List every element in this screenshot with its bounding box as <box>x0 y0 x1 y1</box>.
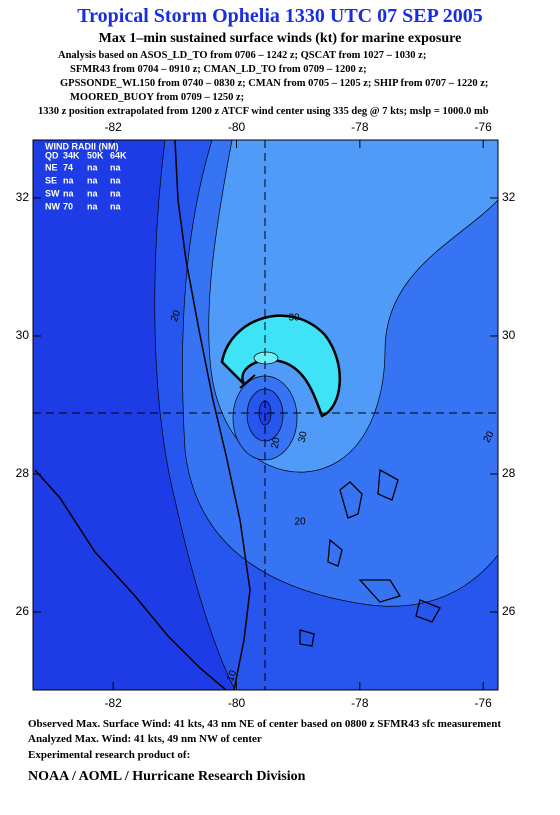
x-tick-label: -80 <box>228 120 246 134</box>
y-tick-label: 26 <box>16 604 30 618</box>
radii-cell: na <box>110 188 121 198</box>
plot-frame <box>32 139 499 691</box>
contour-label: 30 <box>288 313 300 324</box>
y-tick-label: 32 <box>16 190 30 204</box>
y-tick-label: 30 <box>502 328 516 342</box>
analysis-line: SFMR43 from 0704 – 0910 z; CMAN_LD_TO fr… <box>70 64 367 75</box>
x-tick-label: -76 <box>475 120 493 134</box>
credit: NOAA / AOML / Hurricane Research Divisio… <box>28 769 306 784</box>
y-tick-label: 30 <box>16 328 30 342</box>
radii-cell: na <box>110 175 121 185</box>
radii-cell: na <box>87 162 98 172</box>
radii-header: 50K <box>87 150 104 160</box>
analysis-line: GPSSONDE_WL150 from 0740 – 0830 z; CMAN … <box>60 78 488 89</box>
contour-label: 20 <box>270 436 283 449</box>
y-tick-label: 28 <box>16 466 30 480</box>
analysis-line: MOORED_BUOY from 0709 – 1250 z; <box>70 92 244 103</box>
radii-cell: SE <box>45 175 57 185</box>
radii-title: WIND RADII (NM) <box>45 141 119 151</box>
contour-label: 10 <box>225 669 239 684</box>
footer-line: Observed Max. Surface Wind: 41 kts, 43 n… <box>28 718 501 730</box>
x-tick-label: -82 <box>105 696 123 710</box>
radii-cell: na <box>63 175 74 185</box>
radii-cell: na <box>63 188 74 198</box>
radii-cell: 70 <box>63 201 73 211</box>
radii-header: 34K <box>63 150 80 160</box>
wind-field <box>33 140 498 690</box>
radii-cell: na <box>87 188 98 198</box>
radii-header: QD <box>45 150 59 160</box>
contour-label: 20 <box>482 429 497 445</box>
x-tick-label: -82 <box>105 120 123 134</box>
x-tick-label: -80 <box>228 696 246 710</box>
radii-header: 64K <box>110 150 127 160</box>
radii-cell: NW <box>45 201 60 211</box>
y-tick-label: 28 <box>502 466 516 480</box>
radii-cell: na <box>87 201 98 211</box>
subtitle: Max 1–min sustained surface winds (kt) f… <box>99 31 462 46</box>
contour-label: 30 <box>297 430 310 443</box>
radii-cell: SW <box>45 188 60 198</box>
radii-cell: na <box>87 175 98 185</box>
y-tick-label: 26 <box>502 604 516 618</box>
y-tick-label: 32 <box>502 190 516 204</box>
position-note: 1330 z position extrapolated from 1200 z… <box>38 106 489 117</box>
title: Tropical Storm Ophelia 1330 UTC 07 SEP 2… <box>77 5 482 27</box>
x-tick-label: -78 <box>351 696 369 710</box>
footer-line: Analyzed Max. Wind: 41 kts, 49 nm NW of … <box>28 733 262 745</box>
radii-cell: 74 <box>63 162 73 172</box>
radii-cell: na <box>110 162 121 172</box>
contour-label: 20 <box>169 309 183 324</box>
x-tick-label: -76 <box>475 696 493 710</box>
x-tick-label: -78 <box>351 120 369 134</box>
footer-line: Experimental research product of: <box>28 749 190 761</box>
analysis-line: Analysis based on ASOS_LD_TO from 0706 –… <box>58 50 426 61</box>
contour-label: 20 <box>294 517 306 528</box>
radii-cell: na <box>110 201 121 211</box>
radii-cell: NE <box>45 162 58 172</box>
